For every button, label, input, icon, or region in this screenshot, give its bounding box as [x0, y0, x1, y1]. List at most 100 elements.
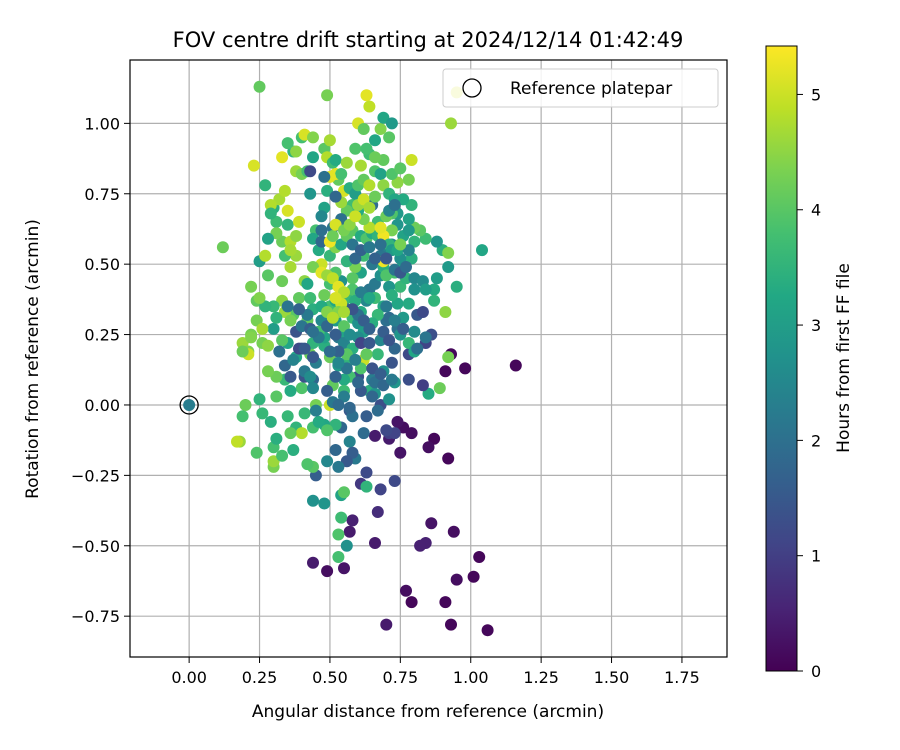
data-point: [357, 123, 370, 135]
data-point: [321, 384, 334, 397]
data-point: [400, 584, 412, 597]
data-point: [349, 353, 362, 366]
data-point: [332, 460, 345, 473]
y-tick-label: 0.25: [84, 326, 120, 345]
data-point: [321, 424, 334, 437]
data-point: [369, 190, 381, 203]
data-point: [369, 429, 381, 442]
x-tick-label: 1.00: [453, 668, 489, 687]
data-point: [321, 565, 334, 578]
data-point: [360, 410, 373, 423]
data-point: [371, 348, 384, 361]
data-point: [323, 345, 336, 358]
data-point: [318, 497, 331, 510]
x-tick-label: 0.50: [312, 668, 348, 687]
data-point: [385, 289, 398, 302]
data-point: [377, 111, 390, 124]
data-point: [239, 399, 252, 411]
data-point: [402, 373, 415, 386]
data-point: [394, 238, 407, 251]
colorbar-tick-label: 4: [811, 201, 821, 220]
data-point: [250, 314, 263, 327]
chart-title: FOV centre drift starting at 2024/12/14 …: [173, 28, 684, 52]
data-point: [366, 390, 379, 403]
data-point: [354, 337, 367, 349]
data-point: [388, 199, 401, 211]
data-point: [402, 173, 415, 186]
data-point: [273, 345, 286, 358]
data-point: [380, 424, 393, 437]
data-point: [321, 320, 334, 333]
data-point: [329, 444, 342, 456]
data-point: [419, 331, 432, 344]
data-point: [388, 475, 401, 487]
data-point: [267, 300, 280, 313]
data-point: [329, 370, 342, 383]
data-point: [400, 261, 412, 273]
data-point: [301, 308, 314, 321]
colorbar-tick-label: 0: [811, 662, 821, 681]
data-point: [259, 249, 272, 262]
data-point: [329, 190, 342, 203]
data-point: [315, 224, 328, 237]
data-point: [281, 300, 294, 313]
data-point: [445, 618, 457, 631]
data-point: [369, 134, 381, 147]
data-point: [278, 184, 291, 197]
reference-ring: [179, 395, 199, 415]
data-point: [338, 562, 350, 575]
data-point: [338, 320, 350, 333]
legend-label-reference: Reference platepar: [510, 79, 672, 99]
x-tick-label: 1.75: [664, 668, 700, 687]
y-tick-label: 1.00: [84, 114, 120, 133]
data-point: [338, 390, 350, 403]
data-point: [281, 204, 294, 217]
data-point: [428, 283, 441, 296]
data-point: [369, 277, 381, 290]
data-point: [293, 292, 305, 304]
data-point: [374, 221, 387, 234]
data-point: [397, 322, 410, 335]
data-point: [369, 151, 381, 164]
x-tick-label: 1.50: [594, 668, 630, 687]
data-point: [323, 249, 336, 262]
colorbar-label: Hours from first FF file: [834, 263, 854, 453]
legend-marker-reference: [462, 78, 482, 98]
data-point: [450, 573, 463, 586]
data-point: [245, 331, 258, 344]
data-point: [385, 356, 398, 369]
data-point: [374, 368, 387, 380]
data-point: [340, 156, 353, 169]
data-point: [442, 246, 455, 259]
x-tick-label: 0.75: [383, 668, 419, 687]
data-point: [309, 404, 322, 417]
data-point: [371, 506, 384, 518]
x-tick-label: 0.00: [171, 668, 207, 687]
data-point: [380, 618, 393, 631]
data-point: [281, 410, 294, 423]
data-point: [391, 297, 404, 310]
data-point: [433, 382, 446, 395]
data-point: [338, 306, 350, 318]
data-point: [481, 624, 494, 637]
data-point: [312, 415, 325, 428]
data-point: [383, 393, 396, 406]
data-point: [447, 525, 460, 538]
data-point: [360, 480, 373, 493]
data-point: [264, 415, 277, 428]
data-point: [385, 224, 398, 237]
data-point: [374, 483, 387, 496]
data-point: [380, 300, 393, 313]
data-point: [357, 193, 370, 206]
data-point: [307, 131, 319, 144]
data-point: [326, 272, 339, 285]
data-point: [445, 117, 457, 130]
data-point: [343, 435, 356, 448]
data-point: [284, 314, 297, 327]
data-point: [405, 154, 418, 166]
data-point: [459, 362, 472, 375]
data-point: [402, 244, 415, 257]
data-point: [346, 514, 359, 527]
reference-point: [183, 398, 196, 411]
data-point: [253, 80, 266, 93]
